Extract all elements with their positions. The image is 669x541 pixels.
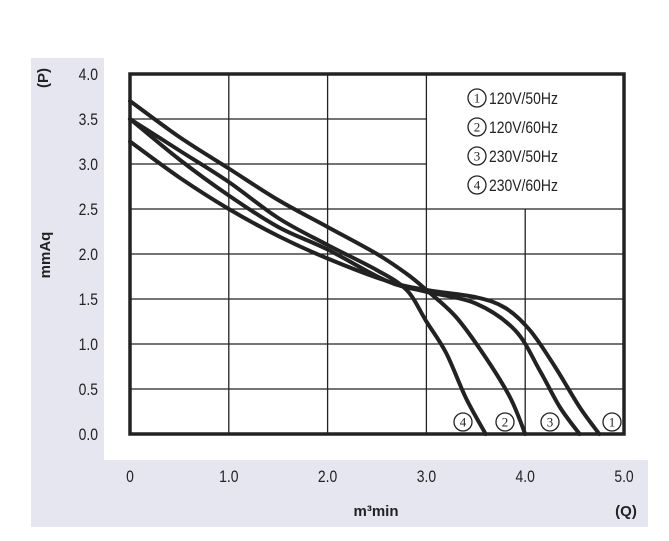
x-tick-label: 1.0 [219, 468, 239, 487]
legend-entry-label: 230V/60Hz [489, 177, 558, 196]
curve-end-label: 2 [502, 415, 509, 430]
y-tick-label: 2.0 [79, 246, 99, 265]
curve-end-marker [453, 412, 473, 432]
curve-end-label: 4 [460, 415, 467, 430]
curve-end-label: 3 [547, 415, 554, 430]
x-tick-label: 4.0 [516, 468, 536, 487]
chart-background-panel [31, 58, 648, 527]
y-tick-label: 2.5 [79, 201, 98, 220]
legend-number: 1 [474, 91, 481, 106]
y-tick-label: 1.0 [79, 336, 99, 355]
x-tick-label: 2.0 [318, 468, 338, 487]
y-tick-label: 3.5 [79, 111, 98, 130]
y-tick-label: 0.0 [79, 426, 99, 445]
legend-number-circle [467, 117, 487, 137]
curve-series-4 [128, 117, 488, 436]
y-tick-label: 3.0 [79, 156, 99, 175]
legend-entry-label: 120V/50Hz [489, 90, 558, 109]
legend-number: 3 [474, 149, 481, 164]
legend-number-circle [467, 146, 487, 166]
y-tick-label: 1.5 [79, 291, 98, 310]
y-unit-label: (P) [35, 68, 52, 88]
x-axis-label: m³min [354, 503, 399, 520]
curve-end-marker [540, 412, 560, 432]
legend-number: 4 [474, 178, 481, 193]
legend-entry-label: 120V/60Hz [489, 119, 558, 138]
x-tick-label: 3.0 [417, 468, 437, 487]
x-tick-label: 5.0 [614, 468, 634, 487]
legend-entry-label: 230V/50Hz [489, 148, 558, 167]
legend-number-circle [467, 175, 487, 195]
x-tick-label: 0 [126, 468, 134, 487]
curve-end-label: 1 [609, 415, 616, 430]
y-axis-label: mmAq [37, 232, 54, 279]
y-tick-label: 4.0 [79, 66, 99, 85]
curve-end-marker [602, 412, 622, 432]
curve-series-2 [128, 99, 528, 436]
legend-number: 2 [474, 120, 481, 135]
x-unit-label: (Q) [615, 503, 637, 520]
curve-end-marker [495, 412, 515, 432]
legend-number-circle [467, 88, 487, 108]
plot-frame [128, 72, 626, 436]
y-tick-label: 0.5 [79, 381, 98, 400]
